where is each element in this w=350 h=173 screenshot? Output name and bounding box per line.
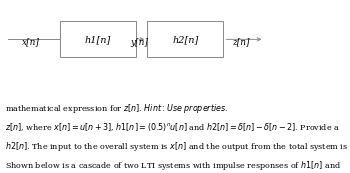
Text: h2[n]: h2[n]: [172, 35, 198, 44]
Bar: [60, 21, 136, 57]
Text: h1[n]: h1[n]: [85, 35, 111, 44]
Bar: [147, 21, 224, 57]
Text: x[n]: x[n]: [22, 38, 40, 47]
Text: z[n]: z[n]: [232, 38, 250, 47]
Text: mathematical expression for $z[n]$. $\mathit{Hint: Use\ properties.}$: mathematical expression for $z[n]$. $\ma…: [6, 102, 229, 116]
Text: $z[n]$, where $x[n] = u[n+3]$, $h1[n] = (0.5)^n u[n]$ and $h2[n] = \delta[n] - \: $z[n]$, where $x[n] = u[n+3]$, $h1[n] = …: [6, 121, 340, 133]
Text: Shown below is a cascade of two LTI systems with impulse responses of $h1[n]$ an: Shown below is a cascade of two LTI syst…: [6, 159, 342, 172]
Text: $h2[n]$. The input to the overall system is $x[n]$ and the output from the total: $h2[n]$. The input to the overall system…: [6, 140, 349, 153]
Text: y[n]: y[n]: [130, 38, 148, 47]
